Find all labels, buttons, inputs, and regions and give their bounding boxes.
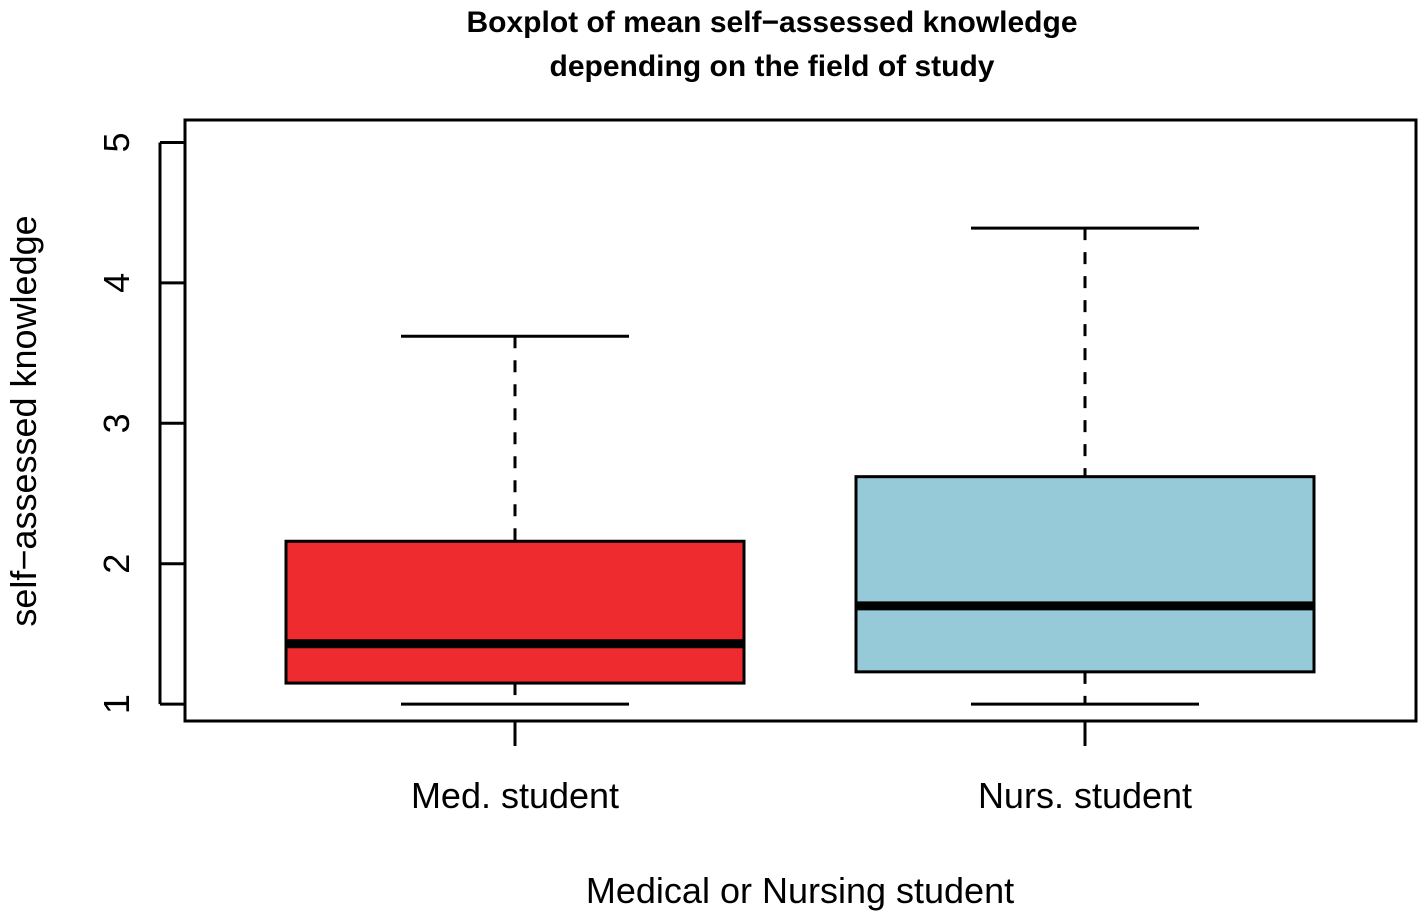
x-axis-label: Medical or Nursing student [586, 870, 1014, 911]
y-tick-label-4: 4 [96, 273, 137, 293]
plot-frame [183, 118, 1418, 723]
interquartile-box [854, 475, 1316, 674]
y-axis-label: self−assessed knowledge [3, 215, 44, 626]
chart-title-line-1: Boxplot of mean self−assessed knowledge [466, 6, 1077, 39]
y-tick-label-5: 5 [96, 132, 137, 152]
x-tick-label-1: Med. student [411, 775, 619, 816]
box-1 [284, 334, 746, 706]
y-tick-label-1: 1 [96, 694, 137, 714]
chart-title-line-2: depending on the field of study [550, 50, 995, 83]
y-axis: 1 2 3 4 5 [96, 132, 185, 714]
x-tick-label-2: Nurs. student [978, 775, 1192, 816]
y-tick-label-3: 3 [96, 413, 137, 433]
boxes [284, 226, 1316, 706]
y-tick-label-2: 2 [96, 554, 137, 574]
interquartile-box [284, 539, 746, 685]
x-axis: Med. student Nurs. student [411, 721, 1192, 816]
box-2 [854, 226, 1316, 706]
chart-title: Boxplot of mean self−assessed knowledge … [466, 6, 1077, 83]
